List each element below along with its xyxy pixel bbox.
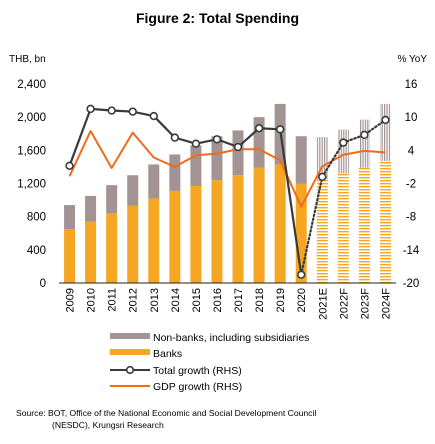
legend-marker-total-growth-rhs	[125, 365, 135, 375]
x-tick-label-2024F: 2024F	[380, 288, 392, 319]
x-tick-label-2016: 2016	[212, 288, 224, 312]
bar-banks-2012	[127, 205, 139, 283]
bar-banks-2017	[232, 175, 244, 283]
bar-nonbanks-2010	[85, 195, 97, 222]
chart-title: Figure 2: Total Spending	[136, 10, 299, 26]
legend-label-non-banks-including-subsidiaries: Non-banks, including subsidiaries	[153, 332, 309, 344]
bar-banks-2019	[274, 164, 286, 283]
x-tick-label-2019: 2019	[275, 288, 287, 312]
total-growth-marker-2020	[297, 270, 306, 279]
bar-banks-2011	[106, 213, 118, 283]
right-axis-unit: % YoY	[398, 54, 428, 65]
total-growth-marker-2014	[170, 133, 180, 142]
y-left-tick-label: 400	[27, 245, 46, 257]
x-tick-label-2015: 2015	[191, 288, 203, 312]
y-right-tick-label: 10	[405, 112, 418, 124]
bar-banks-2016	[211, 180, 223, 283]
bar-nonbanks-2014	[169, 154, 181, 191]
bar-banks-2010	[85, 221, 97, 283]
bar-banks-2014	[169, 190, 181, 283]
bar-banks-2023F	[358, 167, 370, 283]
total-growth-marker-2009	[65, 161, 74, 171]
total-growth-marker-2018	[254, 124, 264, 133]
legend-label-banks: Banks	[153, 348, 182, 360]
bar-nonbanks-2013	[148, 164, 160, 199]
source-line-1: Source: BOT, Office of the National Econ…	[16, 408, 316, 418]
lines-group	[65, 104, 390, 279]
bar-nonbanks-2023F	[358, 119, 370, 168]
x-tick-label-2014: 2014	[170, 288, 182, 312]
bar-nonbanks-2012	[127, 175, 139, 206]
source-line-2: (NESDC), Krungsri Research	[52, 420, 164, 430]
total-growth-marker-2015	[191, 139, 201, 148]
bar-nonbanks-2021E	[316, 137, 328, 180]
x-tick-label-2017: 2017	[233, 288, 245, 312]
y-left-tick-label: 1,200	[17, 179, 46, 191]
bars-group	[64, 103, 391, 283]
y-right-tick-label: 4	[408, 145, 415, 157]
bar-nonbanks-2018	[253, 117, 265, 168]
total-growth-marker-2011	[107, 106, 116, 115]
total-growth-marker-2017	[233, 142, 243, 152]
y-right-tick-label: -2	[406, 179, 416, 191]
bar-banks-2020	[295, 183, 307, 283]
bar-banks-2015	[190, 185, 202, 283]
total-growth-marker-2016	[212, 135, 222, 144]
y-left-tick-label: 1,600	[17, 145, 46, 157]
y-left-tick-label: 0	[40, 278, 46, 290]
bar-nonbanks-2022F	[337, 129, 349, 174]
bar-banks-2022F	[337, 173, 349, 283]
legend: Non-banks, including subsidiaries Banks To…	[110, 332, 309, 393]
legend-label-total-growth-rhs: Total growth (RHS)	[153, 365, 242, 377]
total-growth-marker-2024F	[381, 115, 390, 125]
bar-banks-2009	[64, 229, 76, 283]
x-tick-label-2010: 2010	[86, 288, 98, 312]
bar-banks-2018	[253, 167, 265, 283]
x-tick-label-2012: 2012	[128, 288, 140, 312]
bar-banks-2024F	[379, 161, 391, 283]
x-tick-label-2013: 2013	[149, 288, 161, 312]
total-growth-marker-2022F	[339, 138, 348, 147]
x-tick-labels: 2009 2010 2011 2012 2013 2014 2015 2016 2017 2018…	[65, 288, 393, 320]
total-growth-marker-2021E	[318, 172, 327, 182]
bar-nonbanks-2020	[295, 136, 307, 184]
x-tick-label-2021E: 2021E	[317, 288, 329, 320]
legend-label-gdp-growth-rhs: GDP growth (RHS)	[153, 381, 242, 393]
axes-group: 0 400 800 1,200 1,600 2,000 2,400 -20 -14 -8 -2 4 10…	[17, 79, 420, 290]
total-growth-marker-2012	[128, 107, 137, 116]
x-tick-label-2018: 2018	[254, 288, 266, 312]
y-right-tick-label: -8	[406, 212, 416, 224]
total-growth-marker-2023F	[360, 130, 369, 140]
y-left-tick-label: 800	[27, 212, 46, 224]
x-tick-label-2022F: 2022F	[338, 288, 350, 319]
y-right-tick-label: 16	[405, 79, 418, 91]
bar-banks-2021E	[316, 179, 328, 283]
total-growth-marker-2013	[149, 111, 158, 121]
bar-nonbanks-2011	[106, 185, 118, 214]
x-tick-label-2023F: 2023F	[359, 288, 371, 319]
x-tick-label-2011: 2011	[107, 288, 119, 312]
x-tick-label-2020: 2020	[296, 288, 308, 312]
total-growth-marker-2010	[86, 104, 95, 114]
bar-nonbanks-2009	[64, 205, 76, 230]
bar-nonbanks-2015	[190, 145, 202, 186]
legend-swatch-non-banks-including-subsidiaries	[110, 333, 150, 339]
legend-swatch-banks	[110, 349, 150, 355]
bar-nonbanks-2024F	[379, 103, 391, 162]
total-growth-marker-2019	[275, 125, 285, 134]
total-growth-rhs-line	[68, 107, 303, 275]
y-right-tick-label: -14	[403, 245, 420, 257]
x-tick-label-2009: 2009	[65, 288, 77, 312]
y-left-tick-label: 2,400	[17, 79, 46, 91]
bar-nonbanks-2016	[211, 136, 223, 181]
y-right-tick-label: -20	[403, 278, 420, 290]
bar-nonbanks-2017	[232, 130, 244, 176]
bar-banks-2013	[148, 198, 160, 283]
left-axis-unit: THB, bn	[9, 54, 46, 65]
y-left-tick-label: 2,000	[17, 112, 46, 124]
